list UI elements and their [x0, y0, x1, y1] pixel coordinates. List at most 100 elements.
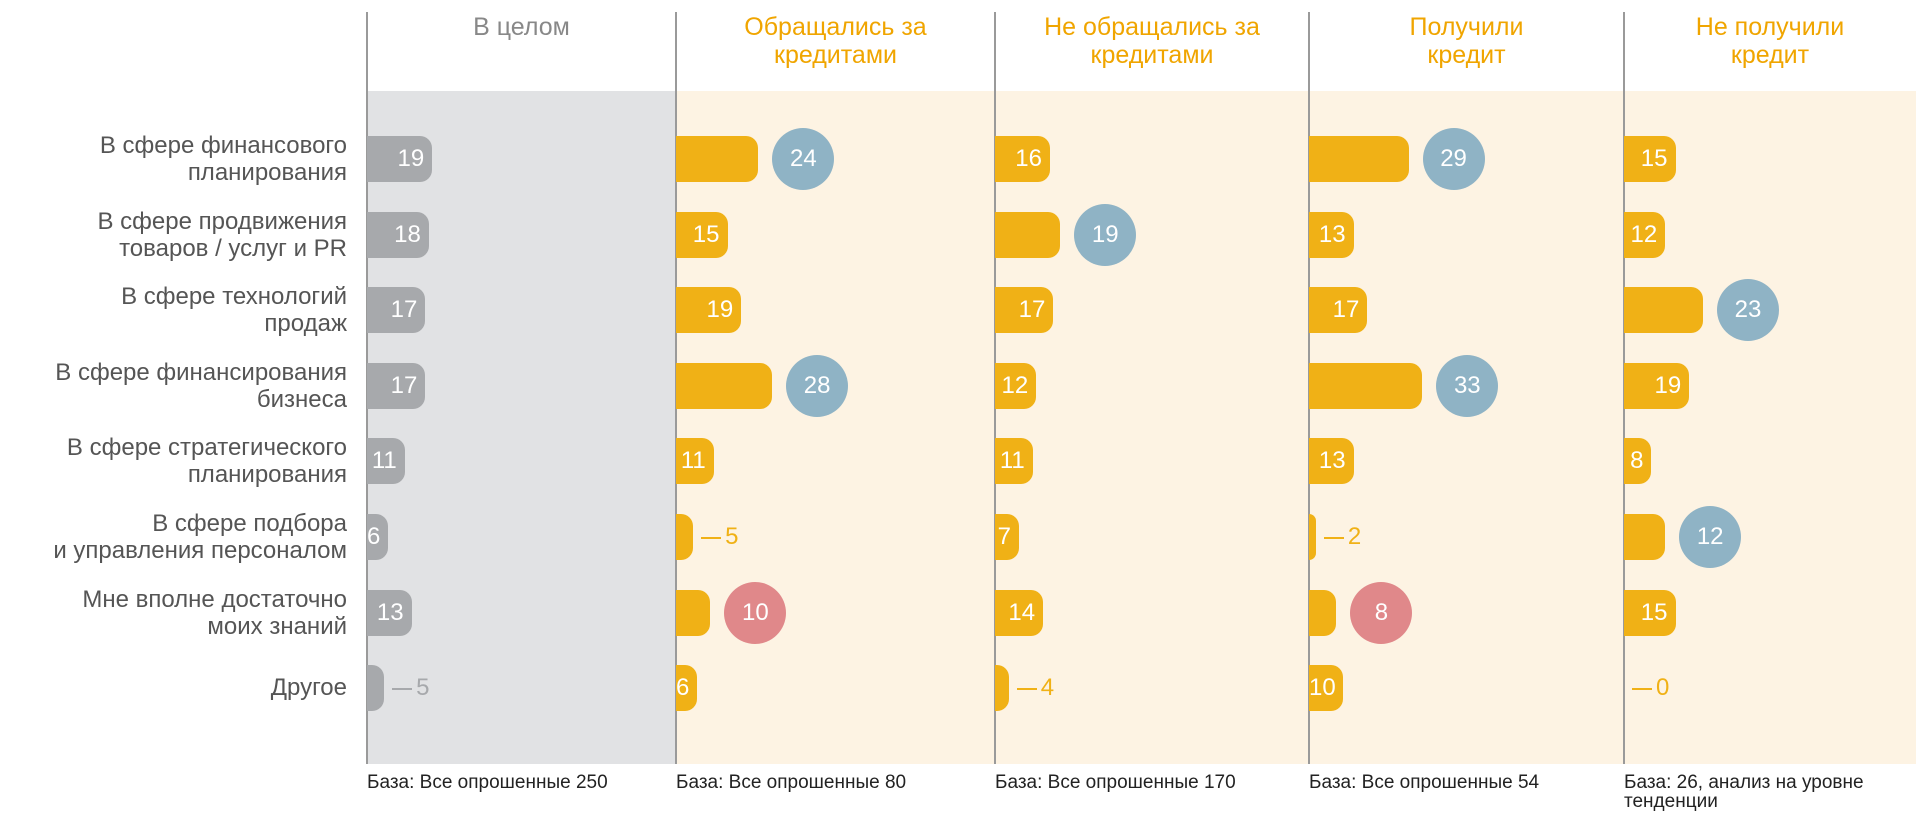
- highlight-circle: 24: [772, 128, 835, 190]
- panel-background: [1309, 91, 1624, 764]
- leader-line: [392, 688, 413, 691]
- value-label: 12: [1001, 371, 1029, 399]
- bar: [1309, 362, 1423, 409]
- panel-divider: [1308, 12, 1310, 764]
- bar: [367, 665, 385, 712]
- bar: [1309, 136, 1409, 182]
- bar: [367, 438, 405, 485]
- value-label: 19: [706, 296, 734, 324]
- value-label: 19: [397, 145, 425, 172]
- bar: [1624, 362, 1690, 409]
- base-note: База: Все опрошенные 80: [676, 772, 907, 793]
- bar: [995, 665, 1009, 712]
- leader-line: [1016, 688, 1037, 691]
- category-label: В сфере финансирования бизнеса: [55, 358, 347, 413]
- value-label: 12: [1630, 220, 1658, 248]
- bar: [676, 136, 759, 182]
- base-note: База: Все опрошенные 54: [1309, 772, 1540, 793]
- panel-title: Получили кредит: [1409, 13, 1524, 69]
- category-label: В сфере продвижения товаров / услуг и PR: [97, 207, 347, 262]
- bar: [1624, 514, 1666, 560]
- panel-background: [1624, 91, 1916, 764]
- value-label: 17: [390, 296, 418, 324]
- bar: [676, 362, 773, 409]
- value-label: 15: [1640, 598, 1668, 626]
- panel-title: Не получили кредит: [1695, 13, 1845, 69]
- value-label: 10: [1309, 674, 1336, 702]
- bar: [367, 211, 429, 258]
- value-label: 11: [999, 447, 1025, 475]
- bar: [1309, 438, 1354, 485]
- category-label: В сфере технологий продаж: [121, 283, 347, 338]
- category-label: В сфере подбора и управления персоналом: [53, 510, 347, 564]
- category-label: В сфере финансового планирования: [99, 132, 347, 186]
- value-label: 5: [416, 674, 430, 702]
- base-note: База: 26, анализ на уровне тенденции: [1624, 772, 1864, 812]
- bar: [1624, 211, 1666, 258]
- panel-background: [676, 91, 995, 764]
- value-label: 13: [376, 598, 404, 626]
- bar: [1624, 438, 1652, 485]
- bar: [676, 287, 742, 334]
- bar: [995, 287, 1054, 334]
- value-label: 15: [1640, 145, 1668, 172]
- highlight-circle: 29: [1422, 128, 1485, 190]
- bar: [1624, 287, 1703, 334]
- bar: [1309, 287, 1368, 334]
- value-label: 4: [1040, 674, 1055, 702]
- value-label: 0: [1656, 674, 1670, 702]
- bar: [676, 211, 728, 258]
- bar: [676, 589, 711, 636]
- value-label: 11: [371, 447, 397, 475]
- bar: [1624, 589, 1676, 636]
- bar: [367, 136, 433, 182]
- bar: [367, 287, 426, 334]
- bar: [367, 514, 388, 560]
- value-label: 17: [1018, 296, 1046, 324]
- value-label: 13: [1318, 447, 1346, 475]
- bar: [995, 438, 1033, 485]
- category-label: Мне вполне достаточно моих знаний: [82, 585, 347, 640]
- value-label: 15: [692, 220, 720, 248]
- value-label: 5: [725, 523, 739, 550]
- value-label: 17: [1332, 296, 1360, 324]
- bar: [995, 514, 1020, 560]
- highlight-circle: 19: [1074, 203, 1137, 266]
- value-label: 6: [676, 674, 690, 702]
- value-label: 13: [1318, 220, 1346, 248]
- panel-divider: [994, 12, 996, 764]
- bar: [1624, 136, 1676, 182]
- leader-line: [1323, 537, 1344, 539]
- category-label: Другое: [270, 674, 347, 702]
- bar: [1309, 665, 1344, 712]
- bar: [995, 211, 1061, 258]
- bar: [995, 589, 1044, 636]
- bar: [1309, 211, 1354, 258]
- value-label: 2: [1347, 523, 1362, 550]
- value-label: 18: [394, 220, 421, 248]
- value-label: 16: [1015, 145, 1042, 172]
- bar: [995, 136, 1050, 182]
- bar: [676, 514, 694, 560]
- leader-line: [1632, 688, 1652, 691]
- highlight-circle: 23: [1716, 279, 1779, 342]
- bar: [1309, 514, 1316, 560]
- value-label: 6: [367, 523, 381, 550]
- panel-title: Не обращались за кредитами: [1044, 13, 1260, 69]
- value-label: 17: [390, 371, 418, 399]
- category-label: В сфере стратегического планирования: [66, 434, 347, 489]
- bar: [367, 589, 412, 636]
- value-label: 19: [1654, 371, 1682, 399]
- value-label: 11: [680, 447, 706, 475]
- panel-divider: [366, 12, 368, 764]
- panel-background: [367, 91, 676, 764]
- bar: [367, 362, 426, 409]
- panel-background: [995, 91, 1309, 764]
- highlight-circle: 33: [1436, 354, 1499, 417]
- value-label: 14: [1008, 598, 1036, 626]
- highlight-circle: 10: [724, 581, 787, 644]
- highlight-circle: 28: [786, 354, 849, 417]
- panel-divider: [675, 12, 677, 764]
- panel-divider: [1623, 12, 1625, 764]
